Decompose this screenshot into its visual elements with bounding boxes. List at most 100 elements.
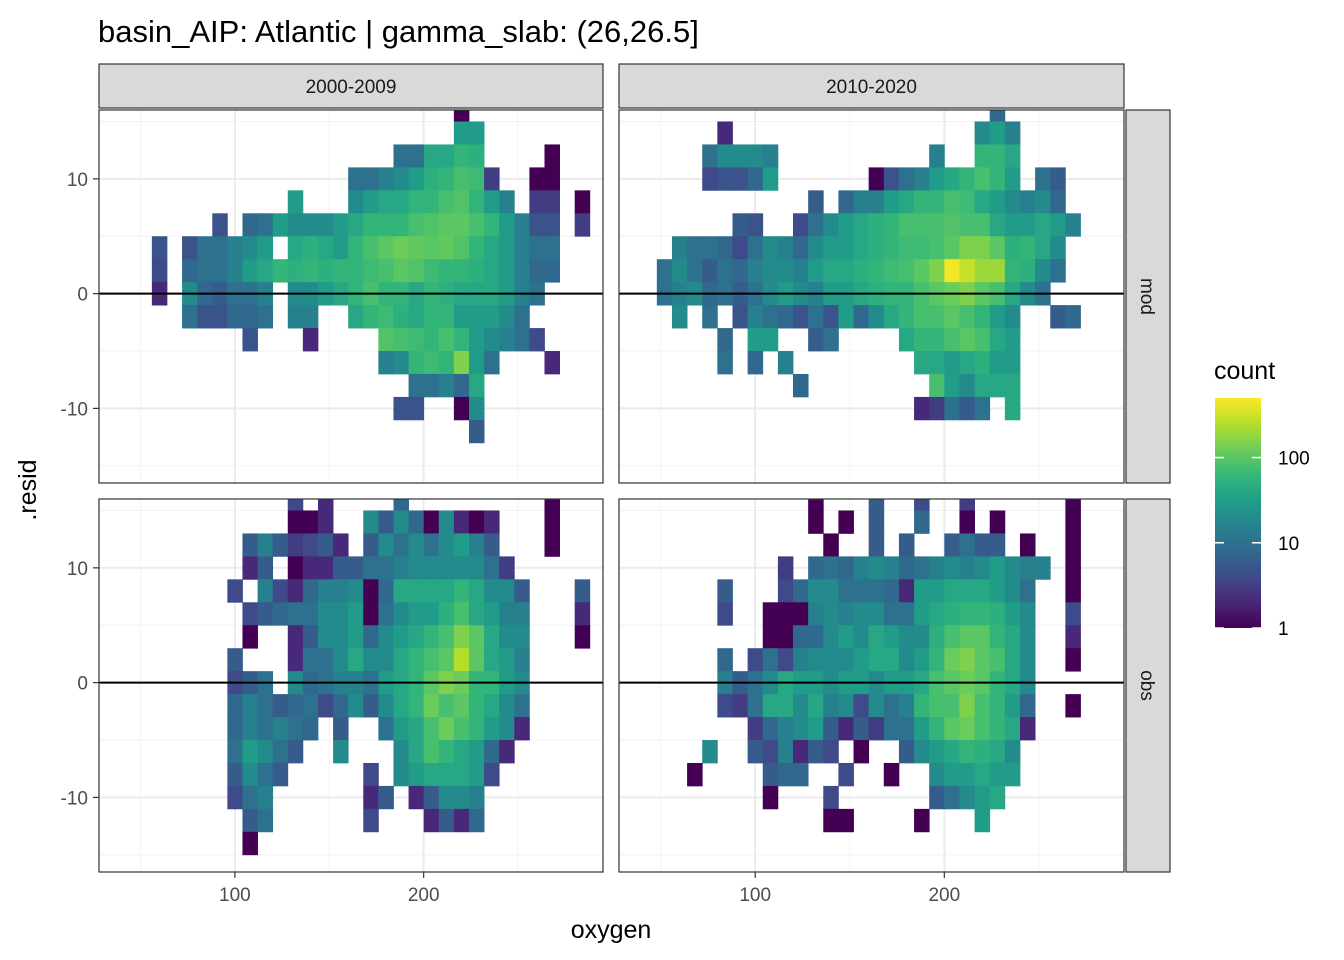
heat-cell (1035, 236, 1051, 260)
x-tick-label: 100 (219, 885, 251, 906)
heat-cell (898, 648, 915, 672)
heat-cell (717, 351, 733, 375)
heat-cell (333, 625, 349, 649)
heat-cell (1004, 717, 1021, 741)
heat-cell (808, 602, 824, 626)
heat-cell (408, 351, 425, 375)
heat-cell (777, 556, 794, 580)
heat-cell (499, 259, 515, 283)
heat-cell (514, 305, 530, 329)
heat-cell (868, 717, 885, 741)
heat-cell (423, 694, 440, 718)
heat-cell (468, 785, 485, 810)
heat-cell (1019, 648, 1036, 672)
heat-cell (453, 110, 470, 122)
heat-cell (1004, 694, 1021, 718)
heat-cell (1035, 259, 1051, 283)
heat-cell (287, 259, 304, 283)
heat-cell (333, 717, 349, 741)
heat-cell (808, 328, 824, 352)
heat-cell (423, 579, 440, 603)
heat-cell (808, 579, 824, 603)
heat-cell (272, 259, 289, 283)
heat-cell (333, 648, 349, 672)
heat-cell (408, 144, 425, 168)
heat-cell (1050, 167, 1066, 191)
heat-cell (929, 305, 945, 329)
heat-cell (989, 533, 1006, 557)
panel-obs-2000-2009 (98, 498, 604, 873)
heat-cell (257, 694, 274, 718)
heat-cell (959, 556, 975, 580)
heat-cell (914, 190, 930, 214)
heat-cell (838, 510, 854, 534)
heat-cell (317, 533, 334, 557)
heat-cell (484, 762, 500, 787)
heat-cell (762, 305, 779, 329)
heat-cell (363, 808, 379, 833)
heat-cell (438, 602, 455, 626)
heat-cell (393, 648, 409, 672)
heat-cell (974, 648, 991, 672)
heat-cell (898, 259, 915, 283)
heat-cell (287, 740, 304, 764)
heat-cell (408, 602, 425, 626)
heat-cell (929, 167, 945, 191)
heat-cell (1019, 556, 1036, 580)
heat-cell (1004, 190, 1021, 214)
heat-cell (544, 351, 560, 375)
heat-cell (717, 236, 733, 260)
heat-cell (823, 602, 839, 626)
heat-cell (974, 533, 991, 557)
heat-cell (393, 556, 409, 580)
heat-cell (212, 259, 228, 283)
heat-cell (823, 236, 839, 260)
heat-cell (793, 762, 809, 787)
heat-cell (423, 236, 440, 260)
heat-cell (747, 236, 764, 260)
heat-cell (762, 740, 779, 764)
heat-cell (393, 762, 409, 787)
heat-cell (1004, 762, 1021, 787)
heat-cell (363, 167, 379, 191)
heat-cell (484, 305, 500, 329)
heat-cell (974, 236, 991, 260)
heat-cell (423, 144, 440, 168)
heat-cell (544, 213, 560, 237)
heat-cell (197, 259, 213, 283)
heat-cell (212, 305, 228, 329)
heat-cell (333, 740, 349, 764)
heat-cell (317, 510, 334, 534)
heat-cell (287, 694, 304, 718)
heat-cell (838, 808, 854, 833)
heat-cell (974, 328, 991, 352)
heat-cell (838, 694, 854, 718)
heat-cell (732, 305, 749, 329)
heat-cell (793, 305, 809, 329)
heat-cell (914, 396, 930, 421)
heat-cell (378, 785, 394, 810)
heat-cell (438, 351, 455, 375)
heat-cell (468, 305, 485, 329)
heat-cell (408, 305, 425, 329)
heat-cell (408, 190, 425, 214)
heat-cell (438, 259, 455, 283)
heat-cell (793, 373, 809, 398)
heat-cell (438, 694, 455, 718)
heat-cell (838, 762, 854, 787)
heat-cell (959, 373, 975, 398)
heat-cell (717, 167, 733, 191)
heat-cell (914, 213, 930, 237)
panel-border (98, 109, 604, 484)
heat-cell (393, 236, 409, 260)
heat-cell (823, 579, 839, 603)
heat-cell (717, 602, 733, 626)
heat-cell (808, 625, 824, 649)
heat-cell (151, 236, 168, 260)
heat-cell (883, 694, 900, 718)
heat-cell (468, 510, 485, 534)
heat-cell (732, 213, 749, 237)
heat-cell (408, 556, 425, 580)
heat-cell (747, 717, 764, 741)
